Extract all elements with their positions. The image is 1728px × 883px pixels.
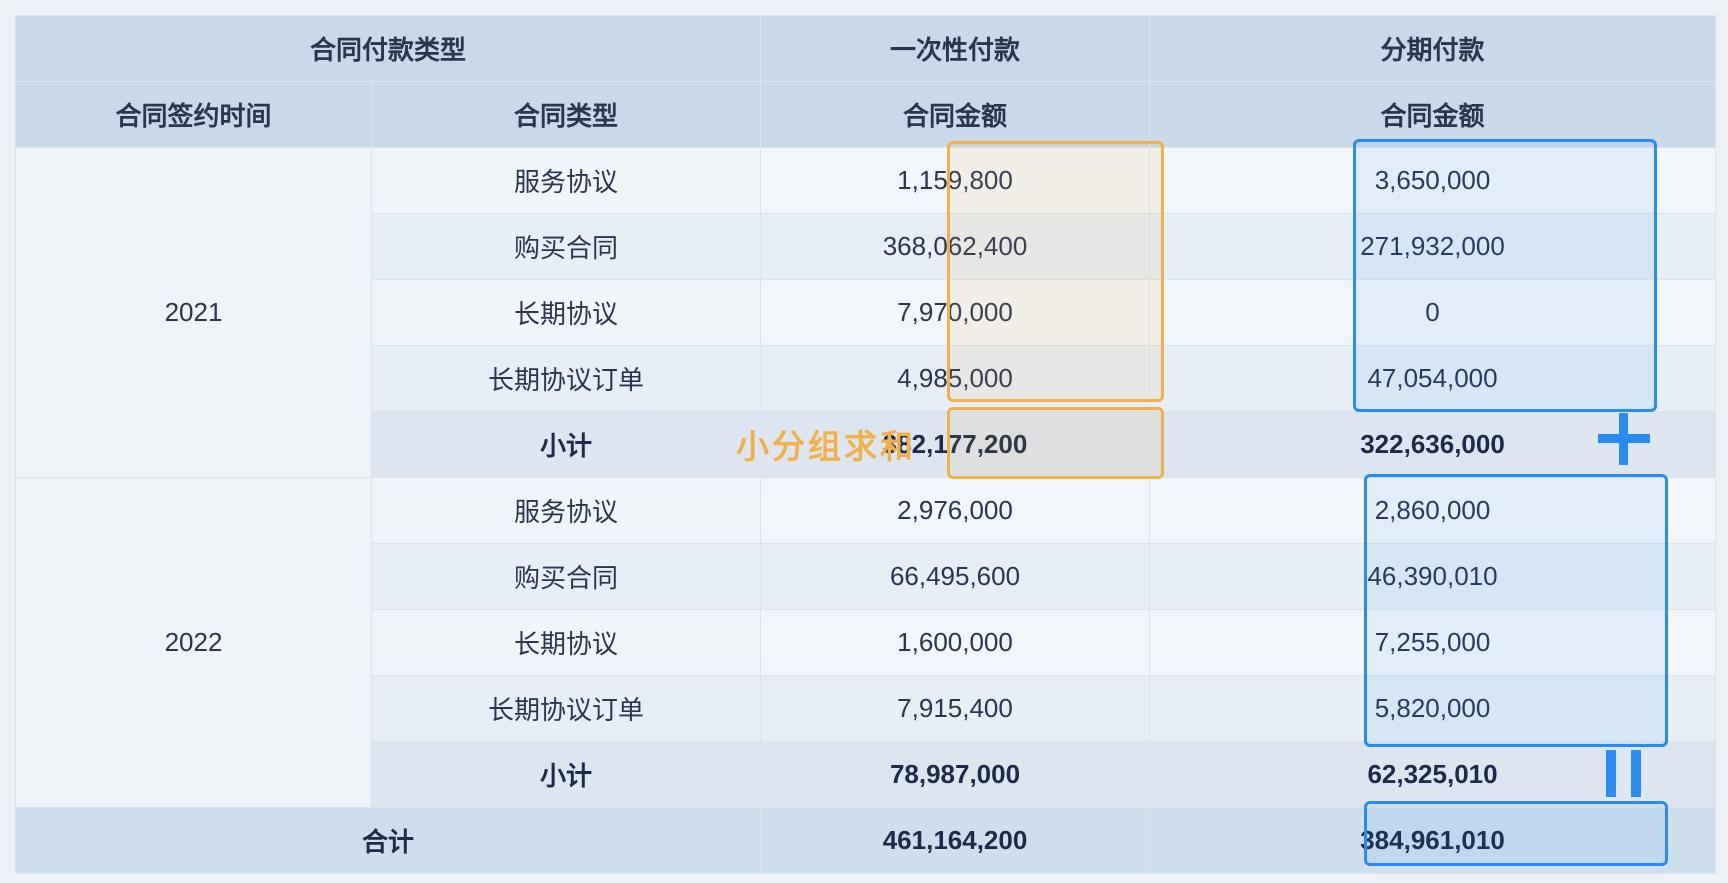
subtotal-one-time: 382,177,200 <box>760 411 1151 478</box>
one-time-amount-cell: 2,976,000 <box>760 477 1151 544</box>
table-row: 2022 服务协议 2,976,000 2,860,000 <box>15 477 1717 808</box>
subtotal-label: 小计 <box>370 741 762 808</box>
header-signing-time: 合同签约时间 <box>15 81 372 148</box>
installment-amount-cell: 7,255,000 <box>1149 609 1717 676</box>
contract-type-cell: 购买合同 <box>370 213 762 280</box>
table-row: 长期协议订单 4,985,000 47,054,000 <box>16 345 1717 412</box>
table-row: 2021 服务协议 1,159,800 3,650,000 <box>15 147 1717 478</box>
contract-type-cell: 长期协议 <box>370 279 762 346</box>
header-amount-installment: 合同金额 <box>1149 81 1717 148</box>
contract-type-cell: 长期协议订单 <box>370 675 762 742</box>
table-row: 购买合同 368,062,400 271,932,000 <box>16 213 1717 280</box>
contract-type-cell: 购买合同 <box>370 543 762 610</box>
year-cell: 2021 <box>15 147 372 478</box>
installment-amount-cell: 0 <box>1149 279 1717 346</box>
installment-amount-cell: 271,932,000 <box>1149 213 1717 280</box>
contract-type-cell: 服务协议 <box>370 147 762 214</box>
contract-type-cell: 长期协议 <box>370 609 762 676</box>
subtotal-label: 小计 <box>370 411 762 478</box>
subtotal-installment: 62,325,010 <box>1149 741 1717 808</box>
subtotal-installment: 322,636,000 <box>1149 411 1717 478</box>
one-time-amount-cell: 1,600,000 <box>760 609 1151 676</box>
one-time-amount-cell: 4,985,000 <box>760 345 1151 412</box>
subtotal-row: 小计 78,987,000 62,325,010 <box>16 741 1717 808</box>
installment-amount-cell: 5,820,000 <box>1149 675 1717 742</box>
table-row: 长期协议订单 7,915,400 5,820,000 <box>16 675 1717 742</box>
subtotal-row: 小计 382,177,200 322,636,000 <box>16 411 1717 478</box>
header-one-time-payment: 一次性付款 <box>760 15 1151 82</box>
subtotal-one-time: 78,987,000 <box>760 741 1151 808</box>
contract-pivot-table: 合同付款类型 一次性付款 分期付款 合同签约时间 合同类型 合同金额 合同金额 … <box>14 15 1717 874</box>
total-one-time: 461,164,200 <box>760 807 1151 874</box>
installment-amount-cell: 2,860,000 <box>1149 477 1717 544</box>
header-amount-one-time: 合同金额 <box>760 81 1151 148</box>
one-time-amount-cell: 368,062,400 <box>760 213 1151 280</box>
installment-amount-cell: 47,054,000 <box>1149 345 1717 412</box>
contract-type-cell: 服务协议 <box>370 477 762 544</box>
total-row: 合计 461,164,200 384,961,010 <box>14 807 1717 874</box>
year-cell: 2022 <box>15 477 372 808</box>
header-contract-payment-type: 合同付款类型 <box>14 15 762 82</box>
header-installment-payment: 分期付款 <box>1149 15 1717 82</box>
total-installment: 384,961,010 <box>1149 807 1717 874</box>
one-time-amount-cell: 7,915,400 <box>760 675 1151 742</box>
installment-amount-cell: 46,390,010 <box>1149 543 1717 610</box>
one-time-amount-cell: 1,159,800 <box>760 147 1151 214</box>
one-time-amount-cell: 66,495,600 <box>760 543 1151 610</box>
one-time-amount-cell: 7,970,000 <box>760 279 1151 346</box>
table-row: 长期协议 1,600,000 7,255,000 <box>16 609 1717 676</box>
installment-amount-cell: 3,650,000 <box>1149 147 1717 214</box>
total-label: 合计 <box>14 807 762 874</box>
annotation-subgroup-sum: 小分组求和 <box>736 428 916 465</box>
header-row-2: 合同签约时间 合同类型 合同金额 合同金额 <box>15 81 1717 148</box>
table-row: 长期协议 7,970,000 0 <box>16 279 1717 346</box>
contract-type-cell: 长期协议订单 <box>370 345 762 412</box>
header-contract-type: 合同类型 <box>370 81 762 148</box>
table-row: 购买合同 66,495,600 46,390,010 <box>16 543 1717 610</box>
header-row-1: 合同付款类型 一次性付款 分期付款 <box>14 15 1717 82</box>
